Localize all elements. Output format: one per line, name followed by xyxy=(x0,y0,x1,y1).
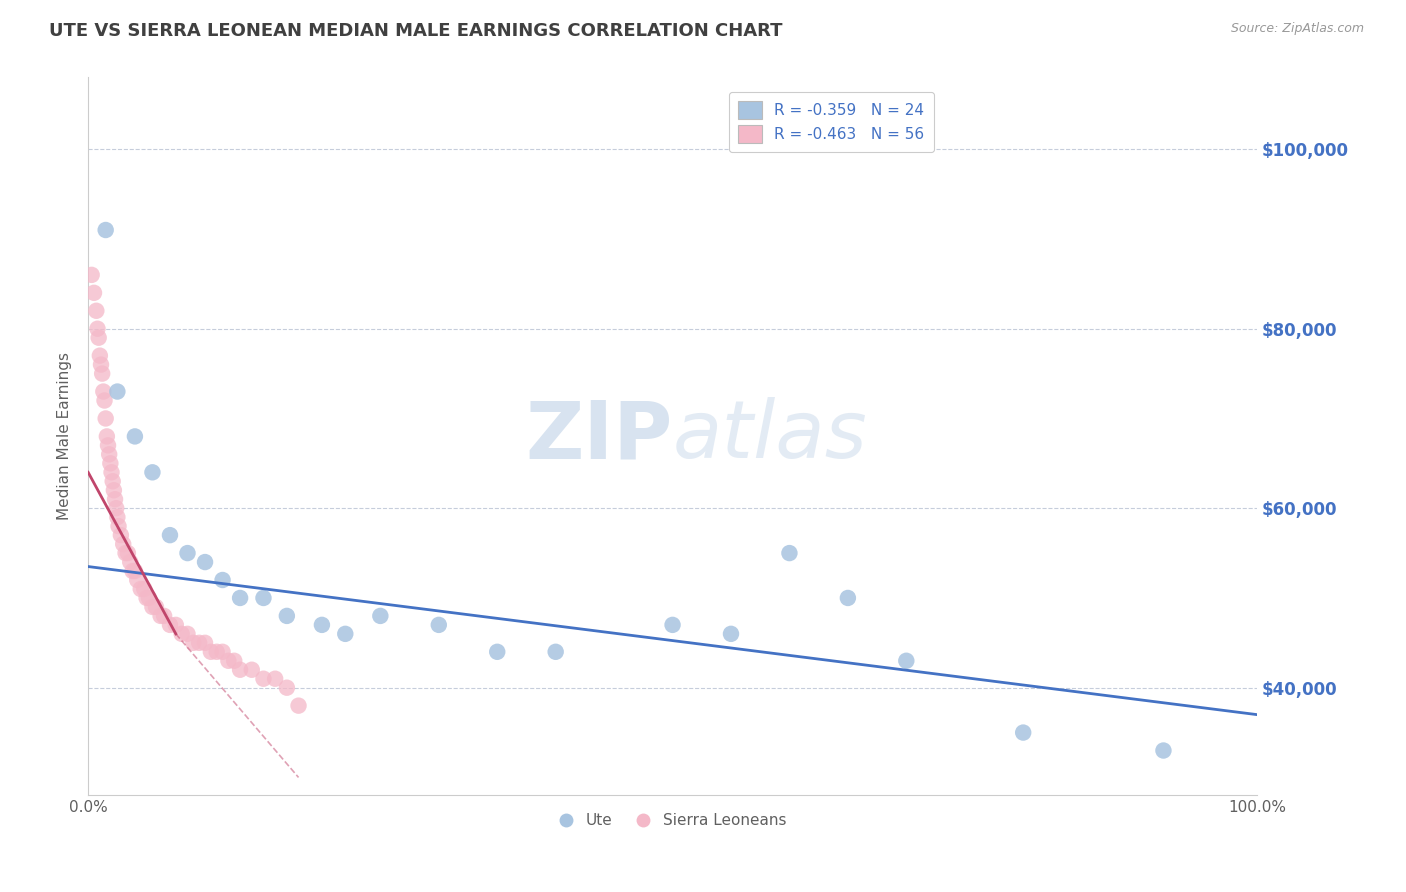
Point xyxy=(264,672,287,686)
Point xyxy=(896,654,918,668)
Point xyxy=(98,456,121,470)
Point xyxy=(100,466,122,480)
Point xyxy=(335,627,357,641)
Point xyxy=(134,582,156,596)
Point xyxy=(427,618,450,632)
Point xyxy=(141,466,163,480)
Point xyxy=(96,429,118,443)
Point xyxy=(159,528,181,542)
Text: atlas: atlas xyxy=(672,398,868,475)
Point xyxy=(117,546,139,560)
Point xyxy=(544,645,567,659)
Point xyxy=(176,627,198,641)
Text: UTE VS SIERRA LEONEAN MEDIAN MALE EARNINGS CORRELATION CHART: UTE VS SIERRA LEONEAN MEDIAN MALE EARNIN… xyxy=(49,22,783,40)
Point xyxy=(112,537,135,551)
Point xyxy=(83,285,105,300)
Point xyxy=(114,546,136,560)
Point xyxy=(229,663,252,677)
Point xyxy=(778,546,800,560)
Point xyxy=(91,367,114,381)
Point xyxy=(135,591,157,605)
Point xyxy=(107,519,129,533)
Point xyxy=(124,429,146,443)
Point xyxy=(720,627,742,641)
Point xyxy=(661,618,683,632)
Point xyxy=(217,654,239,668)
Point xyxy=(370,608,392,623)
Point xyxy=(145,599,167,614)
Point xyxy=(252,591,274,605)
Point xyxy=(110,528,132,542)
Point xyxy=(159,618,181,632)
Point xyxy=(105,384,128,399)
Point xyxy=(98,447,121,461)
Point xyxy=(94,411,117,425)
Point xyxy=(165,618,187,632)
Point xyxy=(211,573,233,587)
Point xyxy=(80,268,103,282)
Point xyxy=(170,627,193,641)
Point xyxy=(138,591,160,605)
Point xyxy=(276,608,298,623)
Point xyxy=(89,349,111,363)
Point xyxy=(486,645,509,659)
Point xyxy=(176,546,198,560)
Point xyxy=(105,510,128,524)
Point xyxy=(97,438,120,452)
Point xyxy=(86,322,108,336)
Point xyxy=(129,582,152,596)
Point xyxy=(103,483,125,498)
Point xyxy=(205,645,228,659)
Point xyxy=(93,384,115,399)
Point xyxy=(229,591,252,605)
Point xyxy=(90,358,112,372)
Point xyxy=(311,618,333,632)
Point xyxy=(211,645,233,659)
Point xyxy=(153,608,176,623)
Point xyxy=(124,564,146,578)
Point xyxy=(105,501,128,516)
Point xyxy=(240,663,263,677)
Point xyxy=(276,681,298,695)
Y-axis label: Median Male Earnings: Median Male Earnings xyxy=(58,352,72,520)
Point xyxy=(287,698,309,713)
Point xyxy=(837,591,859,605)
Point xyxy=(183,636,205,650)
Point xyxy=(188,636,211,650)
Point xyxy=(194,636,217,650)
Point xyxy=(101,475,124,489)
Text: Source: ZipAtlas.com: Source: ZipAtlas.com xyxy=(1230,22,1364,36)
Point xyxy=(104,492,127,507)
Point xyxy=(121,564,143,578)
Point xyxy=(149,608,172,623)
Point xyxy=(141,599,163,614)
Point xyxy=(1012,725,1035,739)
Point xyxy=(200,645,222,659)
Point xyxy=(252,672,274,686)
Point xyxy=(93,393,115,408)
Text: ZIP: ZIP xyxy=(526,398,672,475)
Point xyxy=(94,223,117,237)
Point xyxy=(194,555,217,569)
Point xyxy=(224,654,246,668)
Legend: Ute, Sierra Leoneans: Ute, Sierra Leoneans xyxy=(553,807,793,834)
Point xyxy=(127,573,149,587)
Point xyxy=(86,303,108,318)
Point xyxy=(87,331,110,345)
Point xyxy=(1152,743,1174,757)
Point xyxy=(120,555,142,569)
